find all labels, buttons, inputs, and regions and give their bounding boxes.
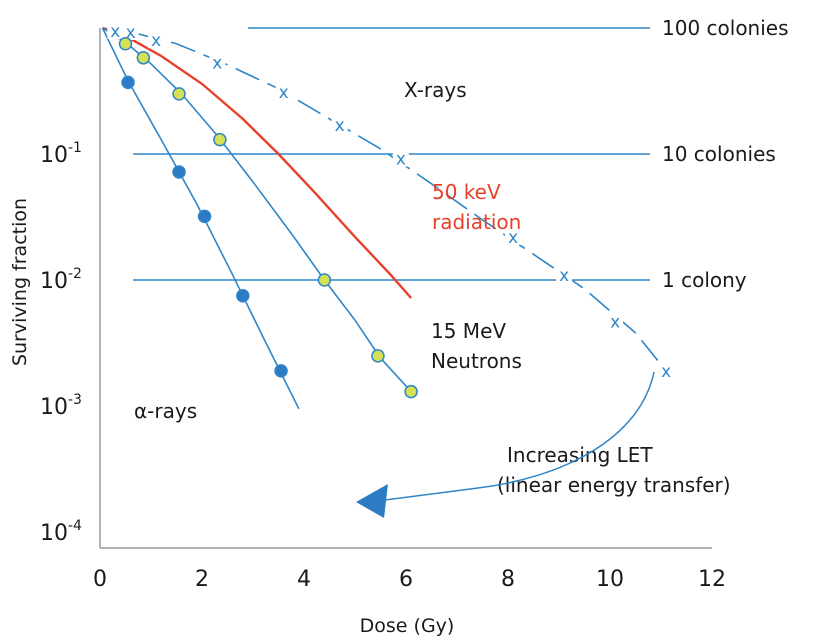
series-0-point-9: x bbox=[610, 312, 620, 332]
series-0-point-8: x bbox=[559, 266, 569, 286]
neutrons-label-line1: 15 MeV bbox=[431, 319, 506, 343]
series-3-point-0 bbox=[121, 75, 135, 90]
reference-lines: 100 colonies 10 colonies 1 colony bbox=[133, 16, 789, 292]
reference-label-1: 10 colonies bbox=[662, 142, 776, 166]
series-3-point-4 bbox=[274, 364, 288, 378]
series-0-point-5: x bbox=[335, 116, 345, 136]
x-tick-1: 2 bbox=[195, 567, 209, 592]
xrays-label: X-rays bbox=[404, 78, 467, 102]
series-0-point-bg-8 bbox=[556, 266, 573, 283]
series-2-point-1 bbox=[136, 51, 151, 65]
series-curve-1 bbox=[102, 26, 413, 299]
series-2-point-3 bbox=[213, 132, 227, 147]
series-0-point-bg-7 bbox=[505, 228, 522, 245]
reference-label-2: 1 colony bbox=[662, 268, 747, 292]
kev-label-line1: 50 keV bbox=[432, 180, 501, 204]
let-arrow-curve bbox=[384, 371, 655, 501]
series-curve-2 bbox=[102, 27, 412, 393]
series-0-point-bg-1 bbox=[122, 23, 139, 40]
series-0-point-bg-4 bbox=[275, 84, 292, 101]
x-tick-3: 6 bbox=[399, 567, 413, 592]
x-tick-5: 10 bbox=[596, 567, 624, 592]
series-0-point-bg-6 bbox=[392, 150, 409, 167]
series-3-point-2 bbox=[197, 209, 212, 224]
series-curves bbox=[101, 26, 667, 410]
series-0-point-bg-5 bbox=[331, 116, 348, 133]
series-0-point-0: x bbox=[110, 22, 120, 42]
let-label-line2: (linear energy transfer) bbox=[497, 473, 731, 497]
series-0-point-10: x bbox=[661, 362, 671, 382]
series-curve-0 bbox=[102, 27, 667, 372]
y-axis-label: Surviving fraction bbox=[9, 198, 31, 366]
kev-label-line2: radiation bbox=[432, 210, 521, 234]
series-0-point-bg-0 bbox=[107, 22, 124, 39]
x-tick-6: 12 bbox=[698, 567, 726, 592]
series-3-point-3 bbox=[236, 288, 250, 303]
x-tick-labels: 0 2 4 6 8 10 12 bbox=[93, 567, 726, 592]
series-0-point-bg-9 bbox=[607, 313, 624, 330]
series-0-point-bg-10 bbox=[658, 362, 675, 379]
x-tick-2: 4 bbox=[297, 567, 311, 592]
x-axis-label: Dose (Gy) bbox=[360, 615, 455, 637]
series-0-point-6: x bbox=[396, 150, 406, 170]
series-0-point-3: x bbox=[212, 54, 222, 74]
y-tick-labels: 10-1 10-2 10-3 10-4 bbox=[40, 140, 82, 546]
y-tick-2: 10-3 bbox=[40, 392, 82, 420]
neutrons-label-line2: Neutrons bbox=[431, 349, 522, 373]
series-2-point-4 bbox=[317, 273, 332, 287]
series-0-point-1: x bbox=[126, 23, 136, 43]
y-tick-3: 10-4 bbox=[40, 518, 82, 546]
alpha-label: α-rays bbox=[134, 399, 197, 423]
series-3-point-1 bbox=[172, 165, 186, 179]
series-2-point-2 bbox=[172, 87, 186, 101]
series-0-point-7: x bbox=[508, 228, 518, 248]
x-tick-4: 8 bbox=[501, 567, 515, 592]
x-tick-0: 0 bbox=[93, 567, 107, 592]
series-0-point-bg-3 bbox=[209, 54, 226, 71]
reference-label-0: 100 colonies bbox=[662, 16, 789, 40]
series-2-point-6 bbox=[404, 384, 418, 399]
series-0-point-4: x bbox=[279, 83, 289, 103]
let-arrow-head bbox=[356, 484, 388, 518]
series-0-point-2: x bbox=[151, 31, 161, 51]
let-label-line1: Increasing LET bbox=[507, 443, 653, 467]
series-0-point-bg-2 bbox=[148, 32, 165, 49]
y-tick-0: 10-1 bbox=[40, 140, 82, 168]
y-tick-1: 10-2 bbox=[40, 266, 82, 294]
series-2-point-0 bbox=[118, 36, 133, 51]
series-2-point-5 bbox=[371, 349, 385, 363]
